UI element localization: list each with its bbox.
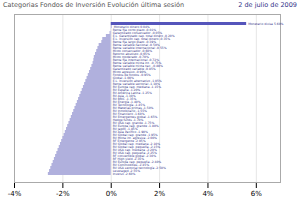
svg-text:Renta fija largo plazo -0.39%: Renta fija largo plazo -0.39% (112, 40, 156, 44)
svg-text:RF convertible global -2.30%: RF convertible global -2.30% (112, 154, 156, 158)
svg-text:RV Global cap. pequeña -2.15%: RV Global cap. pequeña -2.15% (112, 145, 161, 149)
svg-text:RV Europa cap. mediana -1.15%: RV Europa cap. mediana -1.15% (112, 85, 162, 89)
svg-text:RV España -1.20%: RV España -1.20% (112, 88, 141, 92)
svg-text:Mixto conservador -0.60%: Mixto conservador -0.60% (112, 49, 153, 53)
svg-text:E.L. Inversión alternativo -1.: E.L. Inversión alternativo -1.05% (112, 79, 162, 83)
svg-text:RF High yield -2.35%: RF High yield -2.35% (112, 157, 145, 161)
svg-text:Garantizado conservador -0.05%: Garantizado conservador -0.05% (112, 31, 163, 35)
svg-text:RV USA cap. pequeña -2.25%: RV USA cap. pequeña -2.25% (112, 151, 157, 155)
svg-text:RV Commodities -2.45%: RV Commodities -2.45% (112, 163, 149, 167)
svg-text:RV Inmobiliario -1.55%: RV Inmobiliario -1.55% (112, 109, 147, 113)
svg-text:Renta variable mixta int. -0.7: Renta variable mixta int. -0.75% (112, 61, 162, 65)
svg-text:RV Tecnología -1.45%: RV Tecnología -1.45% (112, 103, 145, 107)
svg-text:Inverso -2.60%: Inverso -2.60% (112, 172, 136, 176)
svg-text:Renta variable sectorial -1.10: Renta variable sectorial -1.10% (112, 82, 160, 86)
svg-text:Leveraged -2.55%: Leveraged -2.55% (112, 169, 141, 173)
svg-text:Hedge funds -1.70%: Hedge funds -1.70% (112, 118, 144, 122)
svg-text:RV Europa cap. pequeña -2.40%: RV Europa cap. pequeña -2.40% (112, 160, 162, 164)
svg-text:Mixto moderado -0.70%: Mixto moderado -0.70% (112, 55, 149, 59)
svg-text:Renta variable internacional -: Renta variable internacional -0.55% (112, 46, 167, 50)
svg-text:-4%: -4% (8, 190, 22, 198)
svg-text:4%: 4% (202, 190, 213, 198)
svg-text:6%: 6% (251, 190, 262, 198)
svg-text:RV Global cap. grande -1.95%: RV Global cap. grande -1.95% (112, 133, 158, 137)
svg-text:RV Emergentes global -1.65%: RV Emergentes global -1.65% (112, 115, 158, 119)
svg-text:Fondos de fondos -0.95%: Fondos de fondos -0.95% (112, 73, 151, 77)
svg-text:Renta variable mixta nac. -0.8: Renta variable mixta nac. -0.80% (112, 64, 163, 68)
svg-text:RV Financiero -1.60%: RV Financiero -1.60% (112, 112, 145, 116)
svg-text:Monetario dinero 0.04%: Monetario dinero 0.04% (114, 25, 150, 29)
svg-text:Garantizado variable -0.85%: Garantizado variable -0.85% (112, 67, 156, 71)
svg-text:RV Japón -1.85%: RV Japón -1.85% (112, 127, 138, 131)
svg-text:Mixto agresivo -0.90%: Mixto agresivo -0.90% (112, 70, 147, 74)
svg-text:RV USA cap. mediana -2.20%: RV USA cap. mediana -2.20% (112, 148, 157, 152)
svg-text:RV Mixta int. agresiva -2.00%: RV Mixta int. agresiva -2.00% (112, 136, 157, 140)
svg-text:RV Asia -1.30%: RV Asia -1.30% (112, 94, 136, 98)
svg-text:RV USA sectorial tecnología -2: RV USA sectorial tecnología -2.50% (112, 166, 166, 170)
svg-text:Renta fija corto plazo -0.01%: Renta fija corto plazo -0.01% (112, 28, 157, 32)
svg-text:-2%: -2% (56, 190, 70, 198)
html-text:2 de julio de 2009: 2 de julio de 2009 (238, 1, 297, 9)
svg-text:RF Emergente -2.05%: RF Emergente -2.05% (112, 139, 146, 143)
svg-text:0%: 0% (106, 190, 117, 198)
svg-text:RV Europa cap. grande -1.80%: RV Europa cap. grande -1.80% (112, 124, 159, 128)
svg-text:E.L. Garantizado cap. total di: E.L. Garantizado cap. total dinero -0.20… (112, 34, 175, 38)
svg-text:Renta variable nacional -0.50%: Renta variable nacional -0.50% (112, 43, 160, 47)
svg-text:Monetario divisa 5.60%: Monetario divisa 5.60% (248, 22, 283, 26)
svg-text:RV América Latina -1.25%: RV América Latina -1.25% (112, 91, 152, 95)
svg-text:Global -1.00%: Global -1.00% (112, 76, 134, 80)
svg-text:RV Energía -1.40%: RV Energía -1.40% (112, 100, 141, 104)
svg-text:Retorno absoluto -0.65%: Retorno absoluto -0.65% (112, 52, 150, 56)
svg-text:RV Asia Pacífico -1.90%: RV Asia Pacífico -1.90% (112, 130, 148, 134)
svg-text:Renta fija internacional -0.72: Renta fija internacional -0.72% (112, 58, 160, 62)
svg-text:2%: 2% (154, 190, 165, 198)
svg-text:RV Global cap. mediana -2.10%: RV Global cap. mediana -2.10% (112, 142, 161, 146)
svg-text:RV BRIC -1.35%: RV BRIC -1.35% (112, 97, 137, 101)
svg-text:RV USA cap. grande -1.75%: RV USA cap. grande -1.75% (112, 121, 155, 125)
svg-text:RV Materias primas -1.50%: RV Materias primas -1.50% (112, 106, 154, 110)
svg-text:E.L. Inversión cap. total dine: E.L. Inversión cap. total dinero -0.35% (112, 37, 171, 41)
html-text:Categorias Fondos de Inversión: Categorias Fondos de Inversión Evolución… (3, 1, 185, 9)
